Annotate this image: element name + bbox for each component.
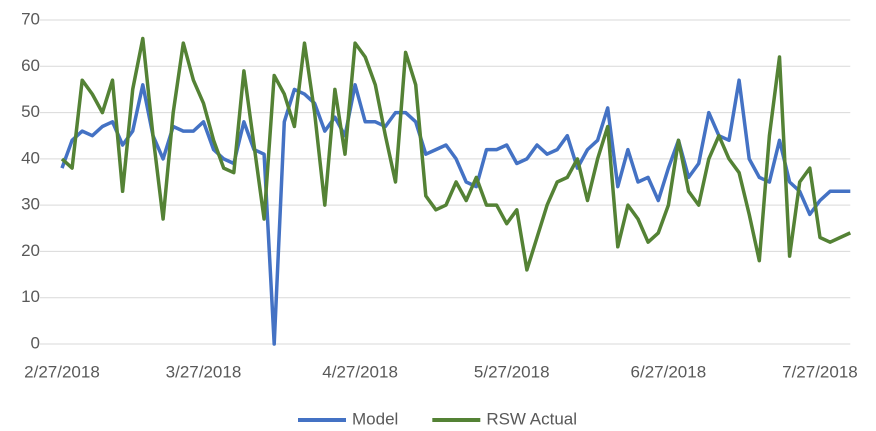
legend-label: RSW Actual bbox=[486, 409, 577, 428]
legend-label: Model bbox=[352, 409, 398, 428]
y-tick-label: 30 bbox=[21, 195, 40, 214]
x-tick-label: 2/27/2018 bbox=[24, 362, 100, 381]
y-tick-label: 10 bbox=[21, 287, 40, 306]
x-tick-label: 4/27/2018 bbox=[322, 362, 398, 381]
y-tick-label: 60 bbox=[21, 56, 40, 75]
y-tick-label: 20 bbox=[21, 241, 40, 260]
x-tick-label: 3/27/2018 bbox=[166, 362, 242, 381]
y-tick-label: 0 bbox=[31, 333, 40, 352]
y-tick-label: 40 bbox=[21, 148, 40, 167]
x-tick-label: 6/27/2018 bbox=[631, 362, 707, 381]
series-line bbox=[60, 78, 851, 346]
y-tick-label: 70 bbox=[21, 9, 40, 28]
y-tick-label: 50 bbox=[21, 102, 40, 121]
series-line bbox=[60, 36, 852, 272]
x-tick-label: 5/27/2018 bbox=[474, 362, 550, 381]
x-tick-label: 7/27/2018 bbox=[782, 362, 858, 381]
